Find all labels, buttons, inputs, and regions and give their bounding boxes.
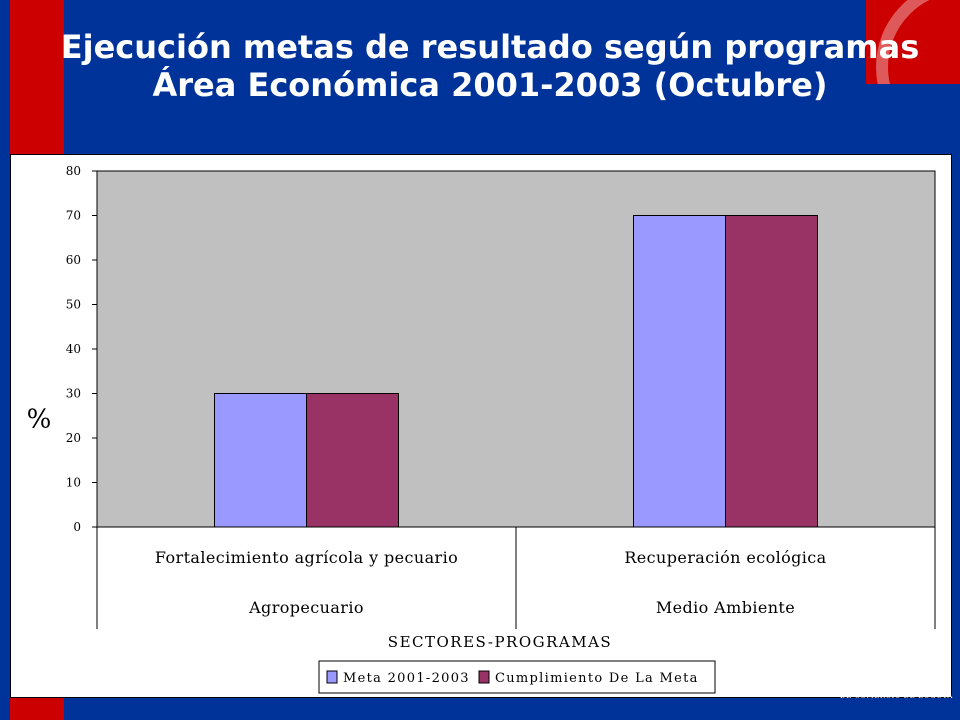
y-tick-label-20: 20: [66, 431, 81, 445]
legend-swatch-cumplimiento: [478, 670, 490, 684]
y-axis-label: %: [27, 404, 52, 434]
bar-chart: 0 10 20 30 40 50 60 70 80 Fortalecimiento agríco…: [27, 164, 936, 694]
x-category-table: Fortalecimiento agrícola y pecuario Agrop…: [96, 527, 936, 629]
chart-panel: 0 10 20 30 40 50 60 70 80 Fortalecimiento agríco…: [10, 154, 952, 698]
bar-meta-1: [633, 215, 726, 528]
legend: Meta 2001-2003 Cumplimiento De La Meta: [318, 660, 716, 694]
y-tick-label-30: 30: [66, 387, 81, 401]
y-tick-label-80: 80: [66, 164, 81, 178]
bar-cumplimiento-1: [725, 215, 818, 528]
y-axis: 0 10 20 30 40 50 60 70 80: [66, 164, 98, 534]
y-tick-label-70: 70: [66, 209, 81, 223]
legend-label-meta: Meta 2001-2003: [343, 671, 470, 686]
title-line-2: Área Económica 2001-2003 (Octubre): [152, 66, 828, 104]
page-title: Ejecución metas de resultado según progr…: [60, 28, 920, 104]
x-axis-label: SECTORES-PROGRAMAS: [388, 633, 612, 651]
legend-label-cumplimiento: Cumplimiento De La Meta: [495, 671, 699, 686]
y-tick-label-60: 60: [66, 253, 81, 267]
title-line-1: Ejecución metas de resultado según progr…: [60, 28, 920, 66]
y-tick-label-50: 50: [66, 298, 81, 312]
bars: [214, 215, 818, 528]
x-category-sector-1: Medio Ambiente: [656, 598, 795, 617]
x-category-program-1: Recuperación ecológica: [624, 548, 826, 567]
y-tick-label-40: 40: [66, 342, 81, 356]
legend-swatch-meta: [326, 670, 338, 684]
bar-meta-0: [214, 393, 307, 528]
brand-caption: DE COMERCIO DE BOGOTA: [840, 692, 953, 700]
y-tick-label-10: 10: [66, 476, 81, 490]
x-category-program-0: Fortalecimiento agrícola y pecuario: [155, 548, 458, 567]
bar-cumplimiento-0: [306, 393, 399, 528]
y-tick-label-0: 0: [73, 520, 81, 534]
x-category-sector-0: Agropecuario: [248, 598, 364, 617]
legend-box: [318, 660, 716, 694]
logo: [866, 0, 960, 84]
